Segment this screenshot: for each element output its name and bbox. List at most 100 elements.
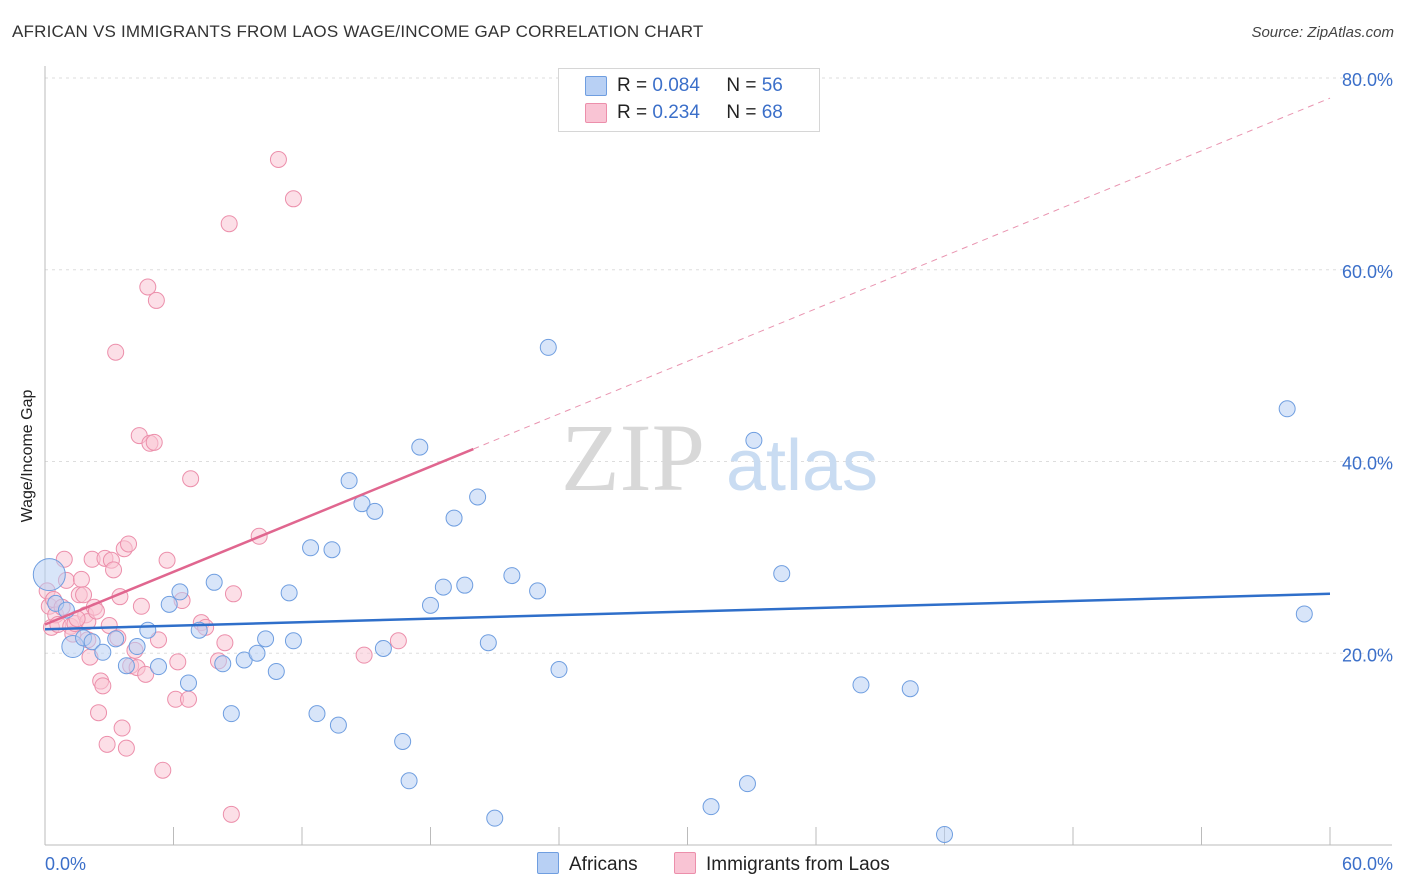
africans-point	[329, 716, 347, 734]
africans-point	[422, 596, 439, 614]
bottom-laos-swatch	[674, 852, 696, 874]
africans-point	[179, 674, 197, 692]
africans-point	[539, 338, 557, 356]
africans-n-value: 56	[761, 75, 783, 96]
africans-point	[936, 825, 953, 843]
laos-point	[90, 704, 108, 722]
laos-point	[137, 665, 155, 683]
africans-point	[550, 661, 568, 679]
africans-r-value: 0.084	[652, 75, 700, 96]
watermark: ZIP atlas	[561, 404, 878, 511]
y-tick-label: 20.0%	[1342, 645, 1393, 665]
y-tick-label: 80.0%	[1342, 70, 1393, 90]
africans-point	[773, 565, 791, 583]
laos-point	[132, 597, 150, 615]
africans-point	[901, 680, 919, 698]
africans-point	[434, 578, 452, 596]
africans-point	[852, 676, 870, 694]
africans-point	[702, 798, 720, 816]
africans-point	[302, 539, 320, 557]
africans-point	[171, 583, 189, 601]
laos-point	[158, 551, 176, 569]
africans-point	[32, 558, 66, 592]
africans-swatch	[585, 76, 607, 96]
africans-point	[469, 488, 487, 506]
chart-title: AFRICAN VS IMMIGRANTS FROM LAOS WAGE/INC…	[12, 22, 704, 41]
africans-n-label: N =	[726, 75, 757, 96]
source-label: Source: ZipAtlas.com	[1251, 24, 1394, 41]
x-tick-label: 60.0%	[1342, 854, 1393, 874]
laos-r-label: R =	[617, 102, 648, 123]
bottom-laos-label: Immigrants from Laos	[706, 854, 890, 875]
laos-trend-extension	[473, 97, 1331, 450]
laos-point	[179, 690, 197, 708]
africans-point	[150, 658, 168, 676]
africans-point	[248, 644, 266, 662]
laos-point	[107, 343, 125, 361]
y-tick-label: 40.0%	[1342, 454, 1393, 474]
africans-point	[503, 567, 521, 585]
africans-point	[486, 809, 504, 827]
watermark-zip: ZIP	[561, 404, 705, 511]
africans-point	[128, 638, 146, 656]
africans-point	[160, 595, 178, 613]
trend-lines	[44, 97, 1331, 631]
africans-point	[366, 502, 384, 520]
laos-n-label: N =	[726, 102, 757, 123]
laos-point	[220, 215, 238, 233]
laos-point	[75, 586, 93, 604]
laos-point	[224, 585, 242, 603]
bottom-legend-africans: Africans	[537, 852, 638, 876]
laos-point	[169, 653, 187, 671]
laos-point	[182, 470, 200, 488]
laos-point	[355, 646, 373, 664]
bottom-legend-laos: Immigrants from Laos	[674, 852, 890, 876]
africans-point	[284, 632, 302, 650]
africans-point	[340, 472, 358, 490]
axes	[44, 66, 1392, 846]
africans-point	[400, 772, 418, 790]
laos-point	[105, 561, 123, 579]
bottom-africans-label: Africans	[569, 854, 638, 875]
africans-point	[745, 431, 763, 449]
africans-point	[1295, 605, 1313, 623]
africans-point	[1278, 400, 1296, 418]
africans-point	[267, 662, 285, 680]
laos-point	[98, 735, 116, 753]
africans-r-label: R =	[617, 75, 648, 96]
africans-point	[222, 705, 240, 723]
laos-point	[284, 190, 302, 208]
africans-point	[139, 621, 157, 639]
y-tick-label: 60.0%	[1342, 262, 1393, 282]
africans-point	[479, 634, 497, 652]
laos-point	[269, 150, 287, 168]
laos-point	[120, 535, 138, 553]
africans-point	[107, 630, 125, 648]
x-tick-label: 0.0%	[45, 854, 86, 874]
bottom-africans-swatch	[537, 852, 559, 874]
africans-point	[257, 630, 275, 648]
africans-point	[323, 541, 341, 559]
laos-trend-line	[44, 447, 474, 626]
laos-r-value: 0.234	[652, 102, 700, 123]
laos-point	[117, 739, 135, 757]
laos-point	[222, 805, 240, 823]
laos-point	[216, 634, 234, 652]
africans-point	[117, 657, 135, 675]
africans-point	[214, 655, 232, 673]
africans-point	[445, 509, 463, 527]
africans-trend-line	[44, 592, 1331, 631]
laos-point	[113, 719, 131, 737]
stats-legend: R = 0.084 N = 56 R = 0.234 N = 68	[558, 68, 820, 132]
africans-point	[280, 584, 298, 602]
laos-point	[145, 433, 163, 451]
africans-point	[411, 438, 429, 456]
africans-point	[205, 573, 223, 591]
africans-point	[529, 582, 547, 600]
laos-point	[72, 570, 90, 588]
africans-point	[94, 643, 112, 661]
laos-point	[94, 677, 112, 695]
africans-point	[738, 775, 756, 793]
africans-point	[374, 639, 392, 657]
africans-point	[456, 576, 474, 594]
